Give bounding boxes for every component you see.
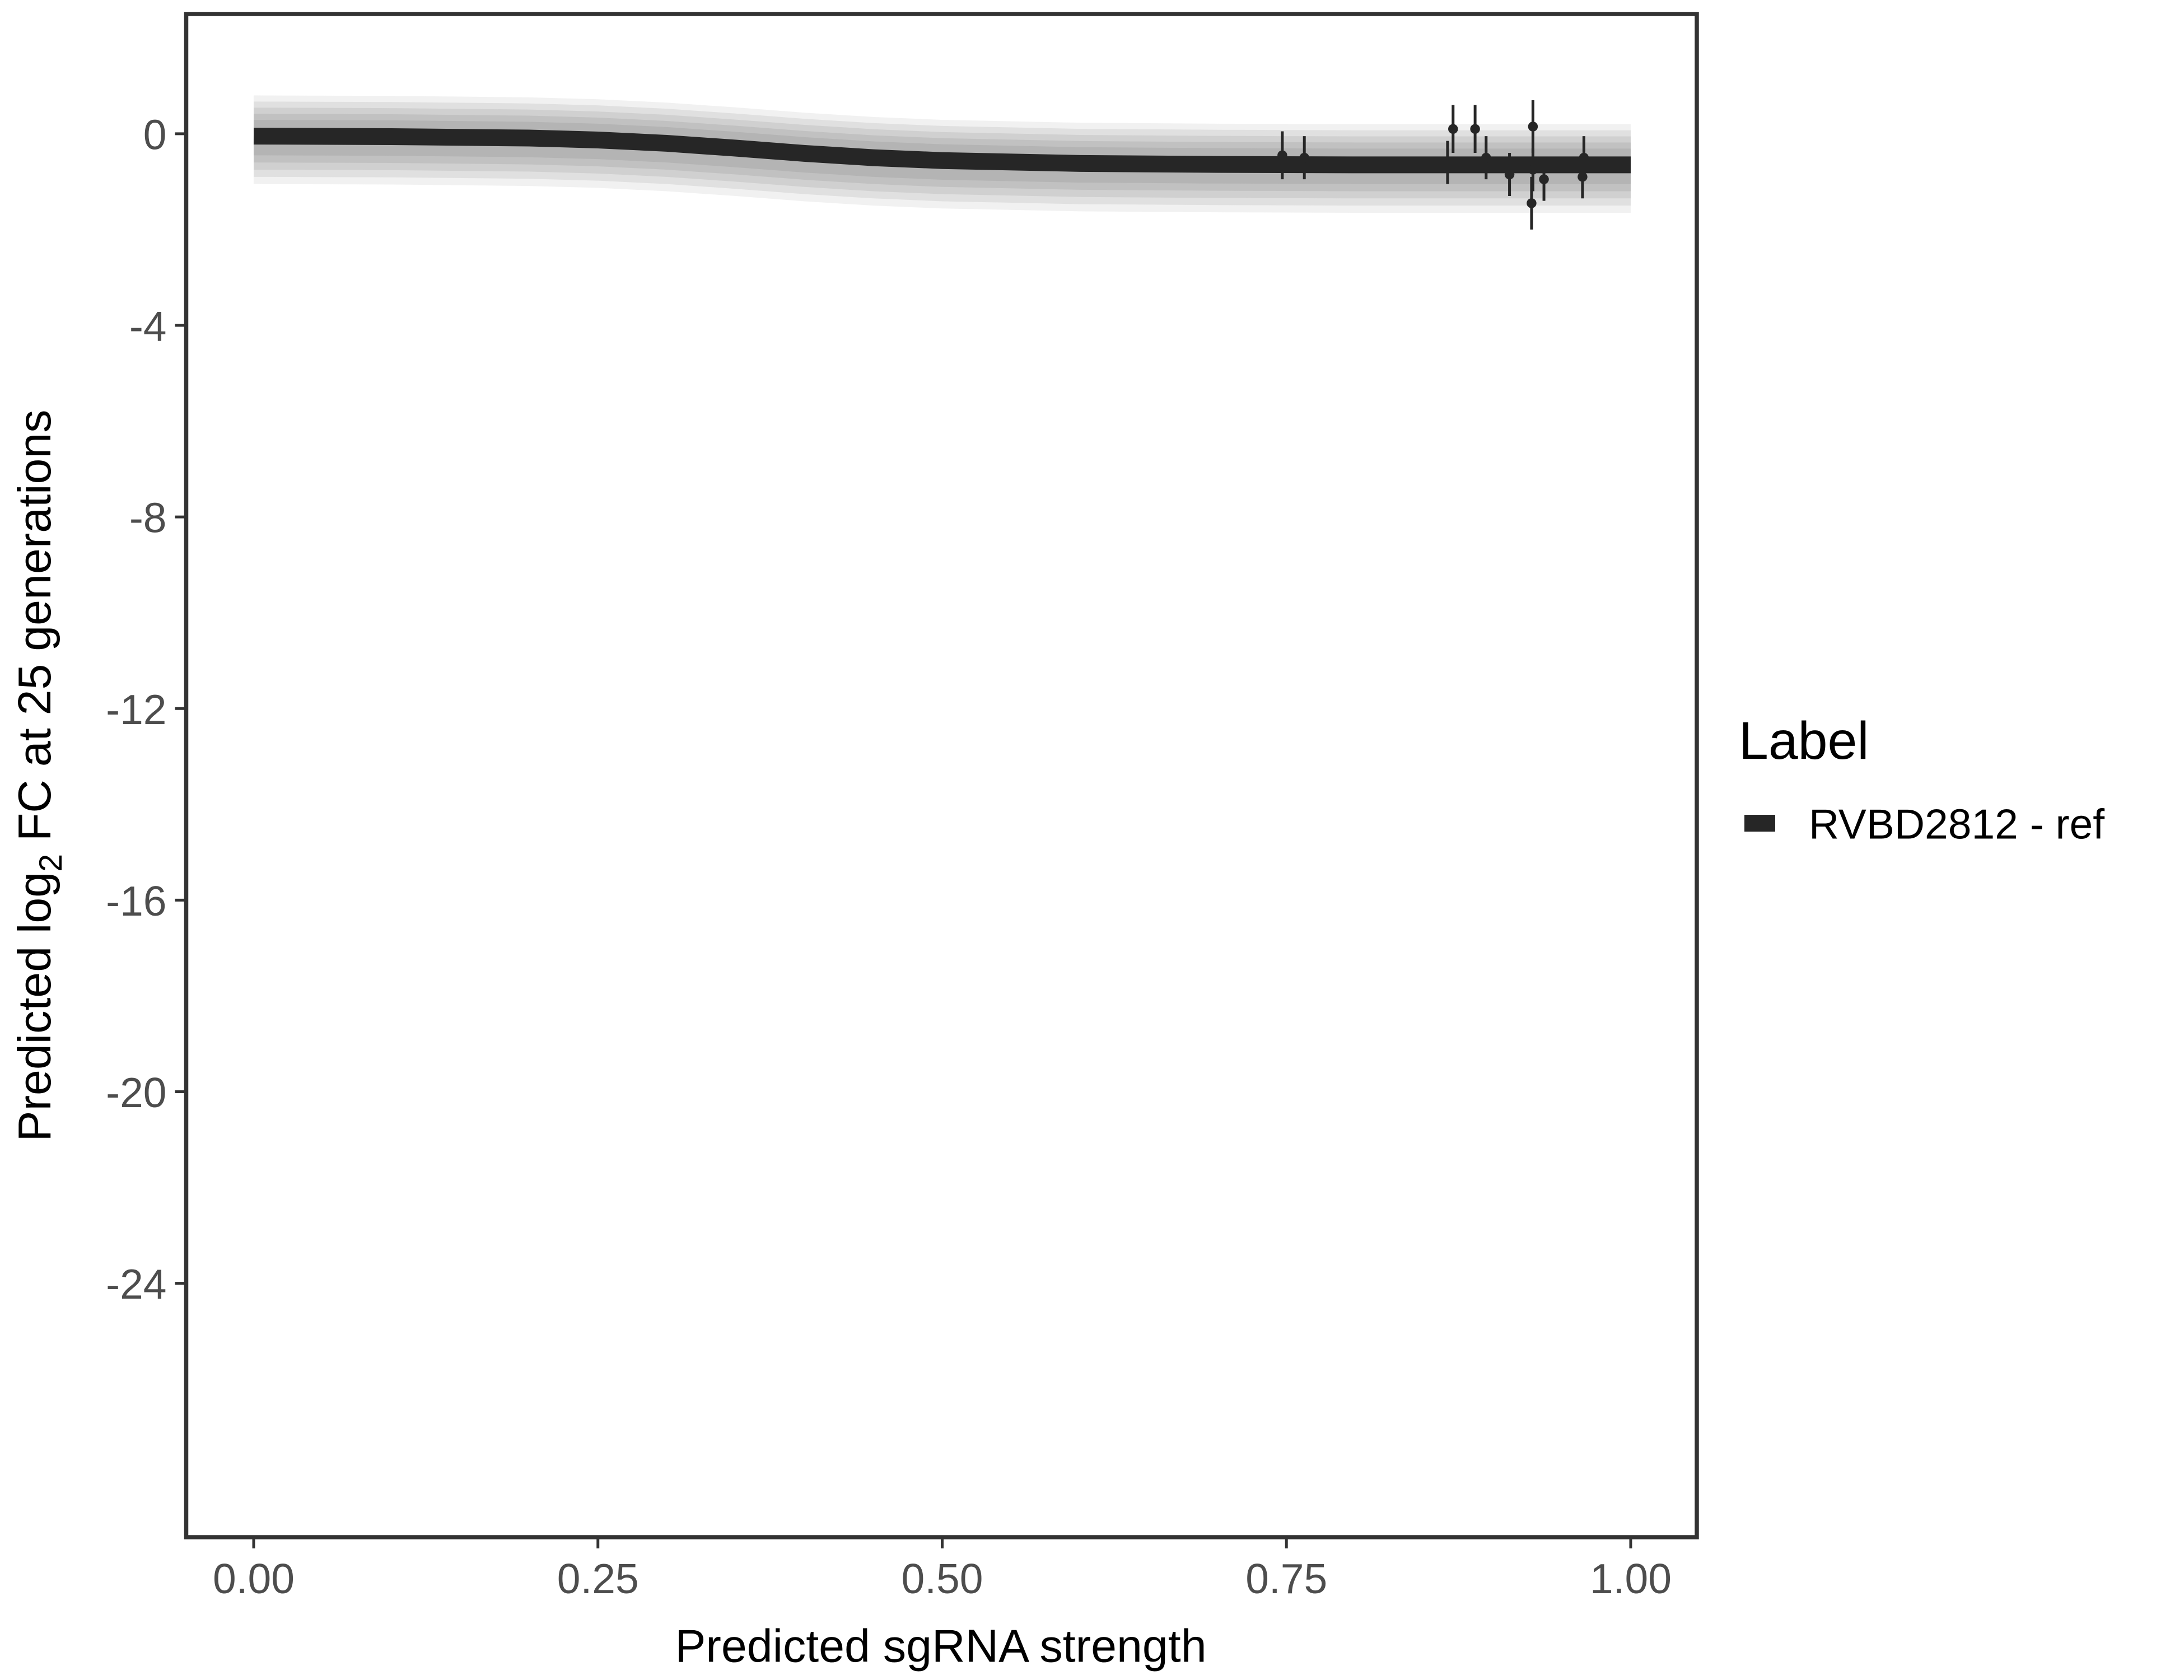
y-tick-label: -4 — [129, 302, 167, 349]
legend-key — [1744, 815, 1775, 832]
x-axis: 0.00 0.25 0.50 0.75 1.00 — [213, 1537, 1672, 1602]
plot-panel-border — [184, 12, 1699, 1539]
data-point — [1299, 152, 1309, 163]
data-point — [1539, 174, 1549, 184]
y-axis: 0 -4 -8 -12 -16 -20 -24 — [106, 111, 186, 1308]
x-tick-label: 1.00 — [1590, 1555, 1672, 1602]
y-tick-label: 0 — [143, 111, 167, 158]
x-tick-label: 0.75 — [1245, 1555, 1327, 1602]
data-point — [1277, 150, 1287, 161]
data-point — [1481, 152, 1491, 163]
y-tick-label: -20 — [106, 1069, 166, 1116]
legend-label: RVBD2812 - ref — [1809, 801, 2104, 848]
data-point — [1528, 165, 1538, 175]
legend-title: Label — [1739, 711, 1869, 771]
data-points — [1277, 100, 1589, 230]
data-point — [1527, 198, 1537, 208]
x-tick-label: 0.50 — [901, 1555, 983, 1602]
y-tick-label: -16 — [106, 878, 166, 925]
fit-curve-group — [253, 128, 1631, 174]
y-axis-title: Predicted log2 FC at 25 generations — [9, 410, 69, 1142]
data-point — [1528, 122, 1538, 132]
data-point — [1448, 124, 1458, 134]
data-point — [1504, 169, 1515, 180]
x-axis-title: Predicted sgRNA strength — [675, 1621, 1206, 1672]
fit-curve — [253, 128, 1631, 174]
data-point — [1578, 172, 1588, 182]
x-tick-label: 0.00 — [213, 1555, 295, 1602]
y-tick-label: -12 — [106, 686, 166, 733]
data-point — [1443, 157, 1453, 167]
y-tick-label: -24 — [106, 1261, 166, 1308]
x-tick-label: 0.25 — [557, 1555, 639, 1602]
data-point — [1470, 124, 1480, 134]
y-tick-label: -8 — [129, 494, 167, 542]
